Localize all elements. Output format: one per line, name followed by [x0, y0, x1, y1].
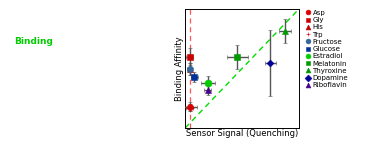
Text: Quenching: Quenching	[109, 21, 163, 30]
X-axis label: Sensor Signal (Quenching): Sensor Signal (Quenching)	[186, 129, 298, 138]
Y-axis label: Binding Affinity: Binding Affinity	[175, 36, 184, 101]
Text: Analyte: Analyte	[37, 4, 76, 13]
Legend: Asp, Gly, His, Trp, Fructose, Glucose, Estradiol, Melatonin, Thyroxine, Dopamine: Asp, Gly, His, Trp, Fructose, Glucose, E…	[302, 7, 351, 91]
Text: Signal: Signal	[120, 4, 152, 13]
Text: Binding: Binding	[15, 37, 53, 46]
